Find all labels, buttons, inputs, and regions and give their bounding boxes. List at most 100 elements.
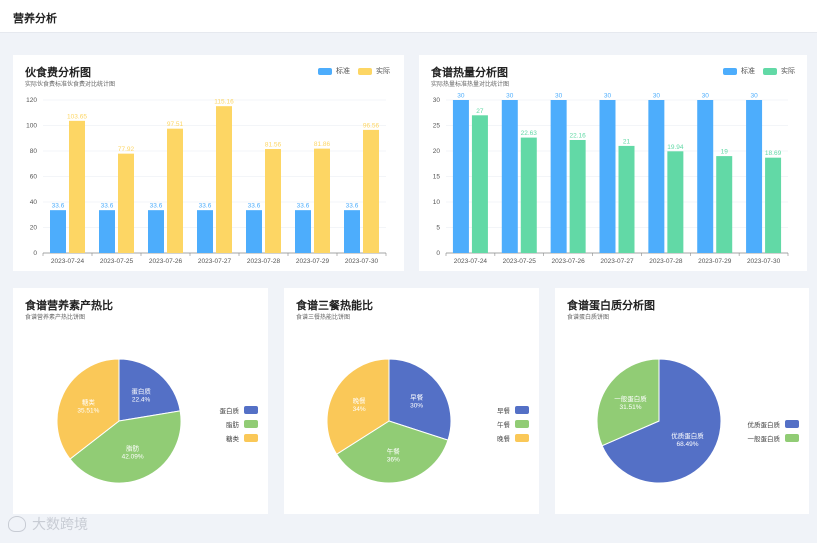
meal-pie-subtitle: 食谱三餐热能比饼图	[296, 315, 351, 321]
x-tick-label: 2023-07-27	[198, 258, 232, 265]
calorie-bar-chart: 0 5 10 15 20 25 30 2023-07-24 30 27 2023-07-25 30 22…	[433, 93, 789, 265]
pie-slice[interactable]	[388, 358, 452, 441]
pie-slice[interactable]	[56, 358, 120, 460]
pie-slice-percent: 42.09%	[122, 454, 144, 461]
pie-slice[interactable]	[596, 358, 660, 447]
bar-standard[interactable]	[746, 100, 763, 253]
legend-item-standard[interactable]: 标准	[723, 66, 755, 76]
y-tick-label: 120	[26, 97, 37, 104]
pie-slice-percent: 36%	[387, 456, 400, 463]
pie-slice-name: 午餐	[387, 446, 401, 455]
pie-legend-swatch	[515, 406, 529, 414]
page-title: 营养分析	[13, 13, 57, 25]
pie-slice[interactable]	[326, 358, 390, 455]
legend-item-standard[interactable]: 标准	[318, 66, 350, 76]
bar-actual[interactable]	[314, 148, 330, 253]
bar-standard[interactable]	[50, 210, 66, 253]
bar-standard[interactable]	[148, 210, 164, 253]
bar-value-label: 103.65	[67, 113, 87, 120]
bar-actual[interactable]	[520, 137, 537, 253]
bar-standard[interactable]	[648, 100, 665, 253]
watermark: 大数跨境	[8, 514, 88, 534]
y-tick-label: 0	[33, 250, 37, 257]
bar-value-label: 81.56	[265, 142, 282, 149]
x-tick-label: 2023-07-24	[51, 258, 85, 265]
pie-legend-label: 优质蛋白质	[747, 422, 781, 429]
y-tick-label: 20	[433, 148, 441, 155]
pie-slice[interactable]	[335, 420, 449, 484]
legend-item-actual[interactable]: 实际	[763, 66, 795, 76]
watermark-logo-icon	[8, 516, 26, 532]
pie-legend-item[interactable]: 蛋白质	[220, 403, 258, 417]
legend-label: 实际	[781, 68, 795, 75]
pie-slice-percent: 30%	[410, 402, 423, 409]
bar-standard[interactable]	[599, 100, 616, 253]
pie-legend-swatch	[785, 420, 799, 428]
bar-actual[interactable]	[471, 115, 488, 253]
cost-bar-chart: 0 20 40 60 80 100 120 2023-07-24 33.6 103.65 2023-…	[26, 97, 387, 265]
legend-label: 标准	[741, 68, 755, 75]
legend-label: 标准	[336, 68, 350, 75]
pie-legend-item[interactable]: 一般蛋白质	[747, 431, 799, 445]
pie-slice-name: 一般蛋白质	[614, 394, 647, 403]
bar-standard[interactable]	[550, 100, 567, 253]
pie-slice[interactable]	[118, 358, 181, 422]
pie-legend-item[interactable]: 晚餐	[497, 431, 529, 445]
pie-legend-swatch	[244, 406, 258, 414]
pie-legend-item[interactable]: 优质蛋白质	[747, 417, 799, 431]
bar-actual[interactable]	[363, 129, 379, 253]
bar-actual[interactable]	[618, 145, 635, 253]
bar-actual[interactable]	[167, 128, 183, 253]
bar-value-label: 30	[457, 93, 465, 100]
bar-standard[interactable]	[501, 100, 518, 253]
bar-actual[interactable]	[265, 149, 281, 253]
bar-value-label: 115.16	[214, 99, 234, 106]
pie-slice-name: 早餐	[410, 392, 424, 401]
pie-legend-item[interactable]: 早餐	[497, 403, 529, 417]
bar-standard[interactable]	[295, 210, 311, 253]
pie-legend-swatch	[785, 434, 799, 442]
pie-legend-item[interactable]: 午餐	[497, 417, 529, 431]
y-tick-label: 100	[26, 123, 37, 130]
pie-legend-label: 一般蛋白质	[747, 436, 781, 443]
legend-swatch	[723, 67, 737, 75]
bar-value-label: 33.6	[199, 203, 212, 210]
pie-slice[interactable]	[69, 410, 182, 484]
y-tick-label: 40	[30, 199, 38, 206]
bar-standard[interactable]	[344, 210, 360, 253]
protein-pie-subtitle: 食谱蛋白质饼图	[567, 315, 610, 321]
x-tick-label: 2023-07-25	[100, 258, 134, 265]
cost-chart-subtitle: 实际伙食费标准伙食费对比统计图	[25, 82, 116, 88]
bar-actual[interactable]	[569, 139, 586, 253]
bar-value-label: 77.92	[118, 146, 135, 153]
bar-actual[interactable]	[69, 120, 85, 253]
x-tick-label: 2023-07-27	[600, 258, 634, 265]
y-tick-label: 5	[436, 225, 440, 232]
bar-actual[interactable]	[765, 157, 782, 253]
cost-chart-legend: 标准 实际	[310, 66, 390, 76]
bar-standard[interactable]	[697, 100, 714, 253]
bar-value-label: 18.69	[765, 150, 782, 157]
bar-standard[interactable]	[197, 210, 213, 253]
bar-value-label: 30	[750, 93, 758, 100]
bar-standard[interactable]	[99, 210, 115, 253]
bar-actual[interactable]	[216, 106, 232, 253]
y-tick-label: 80	[30, 148, 38, 155]
bar-actual[interactable]	[118, 153, 134, 253]
bar-standard[interactable]	[452, 100, 469, 253]
pie-legend-item[interactable]: 脂肪	[220, 417, 258, 431]
pie-slice[interactable]	[601, 358, 722, 484]
bar-actual[interactable]	[716, 156, 733, 253]
bar-standard[interactable]	[246, 210, 262, 253]
pie-slice-name: 蛋白质	[131, 387, 151, 396]
bar-value-label: 27	[476, 108, 484, 115]
y-tick-label: 60	[30, 174, 38, 181]
page-header: 营养分析	[0, 0, 817, 33]
legend-item-actual[interactable]: 实际	[358, 66, 390, 76]
bar-actual[interactable]	[667, 151, 684, 253]
pie-legend-item[interactable]: 糖类	[220, 431, 258, 445]
bar-value-label: 22.63	[521, 130, 538, 137]
pie-legend-label: 糖类	[226, 436, 239, 443]
